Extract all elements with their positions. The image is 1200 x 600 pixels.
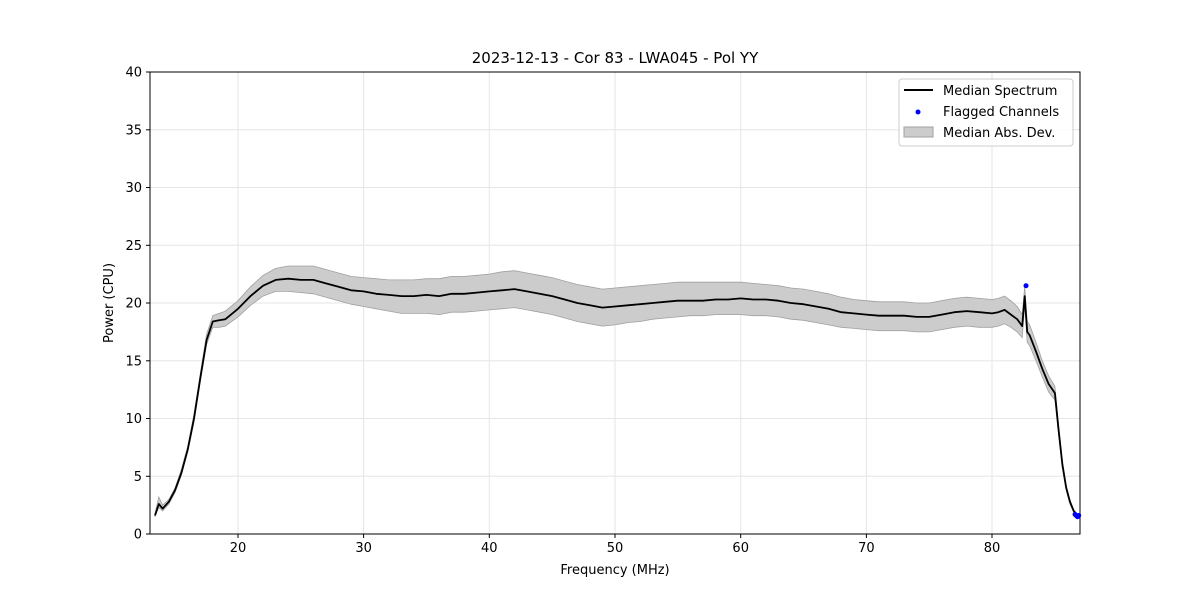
x-tick-label: 60: [732, 541, 749, 556]
x-axis-label: Frequency (MHz): [560, 563, 669, 578]
y-tick-label: 20: [125, 297, 142, 312]
x-tick-label: 80: [984, 541, 1001, 556]
legend-band-swatch: [903, 126, 934, 138]
median-spectrum-line: [154, 277, 1079, 517]
legend: Median Spectrum Flagged Channels Median …: [898, 78, 1074, 147]
y-axis-label: Power (CPU): [102, 263, 117, 343]
median-line-layer: [154, 277, 1079, 517]
legend-label-median-spectrum: Median Spectrum: [943, 84, 1057, 99]
y-tick-label: 35: [125, 123, 142, 138]
y-tick-label: 5: [134, 470, 142, 485]
x-axis: 20 30 40 50 60 70 80: [230, 534, 1001, 556]
y-tick-label: 40: [125, 66, 142, 81]
y-tick-label: 15: [125, 354, 142, 369]
flagged-channel-point: [1023, 283, 1029, 289]
x-tick-label: 50: [607, 541, 624, 556]
legend-label-flagged-channels: Flagged Channels: [943, 105, 1059, 120]
y-tick-label: 25: [125, 239, 142, 254]
y-tick-label: 30: [125, 181, 142, 196]
legend-box: [898, 78, 1074, 147]
x-tick-label: 20: [230, 541, 247, 556]
chart-title: 2023-12-13 - Cor 83 - LWA045 - Pol YY: [472, 49, 759, 67]
x-tick-label: 40: [481, 541, 498, 556]
y-axis: 0 5 10 15 20 25 30 35 40: [125, 66, 150, 543]
y-tick-label: 10: [125, 412, 142, 427]
legend-dot-swatch: [915, 109, 921, 115]
y-tick-label: 0: [134, 528, 142, 543]
legend-label-median-abs-dev: Median Abs. Dev.: [943, 126, 1055, 141]
x-tick-label: 30: [355, 541, 372, 556]
x-tick-label: 70: [858, 541, 875, 556]
